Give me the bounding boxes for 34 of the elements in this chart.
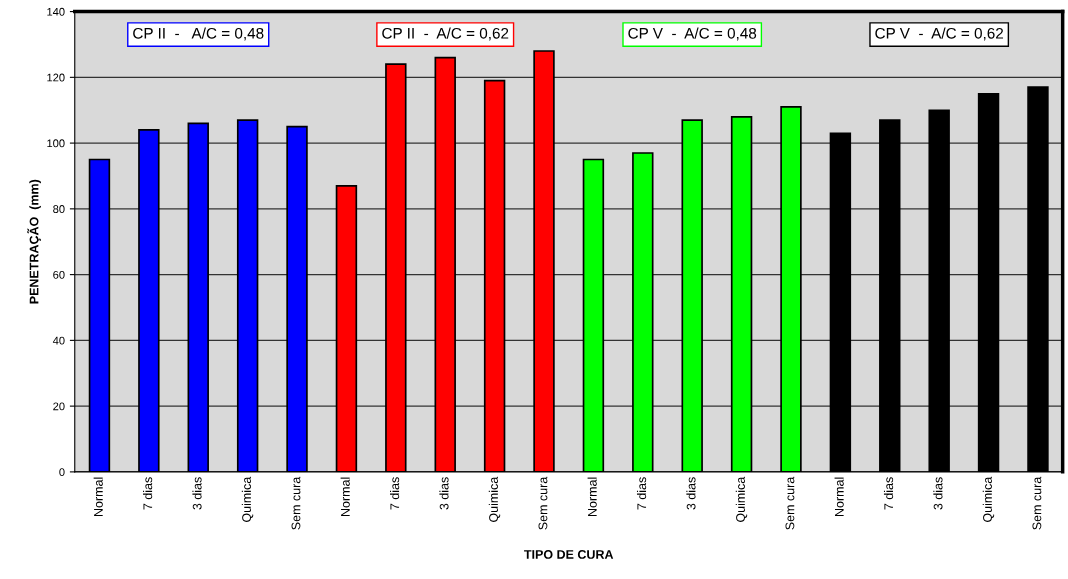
x-tick-label: 3 dias: [686, 477, 696, 510]
x-tick-label: Sem cura: [291, 476, 301, 530]
x-tick-label: 3 dias: [192, 477, 202, 510]
x-tick-label: 3 dias: [933, 477, 943, 510]
y-tick-label: 80: [53, 205, 65, 213]
y-axis-title: PENETRAÇÃO (mm): [27, 179, 41, 304]
x-tick-label: Sem cura: [538, 476, 548, 530]
y-tick-label: 140: [47, 7, 65, 16]
x-tick-label: 3 dias: [439, 477, 449, 510]
x-tick-label: Quimica: [241, 476, 254, 522]
x-tick-label: Normal: [93, 477, 103, 516]
y-tick-label: 100: [47, 139, 65, 148]
x-tick-label: Quimica: [982, 476, 995, 522]
x-tick-label: 7 dias: [143, 477, 153, 510]
annotation: CP V - A/C = 0,48: [628, 27, 757, 41]
y-tick-label: 40: [52, 336, 65, 345]
annotation: CP V - A/C = 0,62: [875, 27, 1004, 41]
x-tick-label: 7 dias: [883, 477, 894, 510]
x-tick-label: Normal: [587, 477, 597, 516]
x-tick-label: Sem cura: [785, 476, 795, 530]
x-tick-label: Normal: [340, 477, 350, 516]
x-tick-label: 7 dias: [390, 477, 400, 510]
y-tick-label: 20: [53, 402, 65, 411]
x-tick-label: Quimica: [735, 476, 748, 522]
x-tick-label: 7 dias: [636, 477, 647, 510]
annotation: CP II - A/C = 0,48: [133, 27, 264, 41]
x-axis-title: TIPO DE CURA: [524, 550, 614, 559]
x-tick-label: Quimica: [488, 476, 501, 522]
x-tick-label: Sem cura: [1032, 476, 1042, 530]
annotation: CP II - A/C = 0,62: [382, 27, 509, 41]
y-tick-label: 0: [59, 468, 65, 477]
y-tick-label: 60: [53, 270, 65, 279]
x-tick-label: Normal: [834, 477, 844, 516]
y-tick-label: 120: [47, 73, 65, 82]
